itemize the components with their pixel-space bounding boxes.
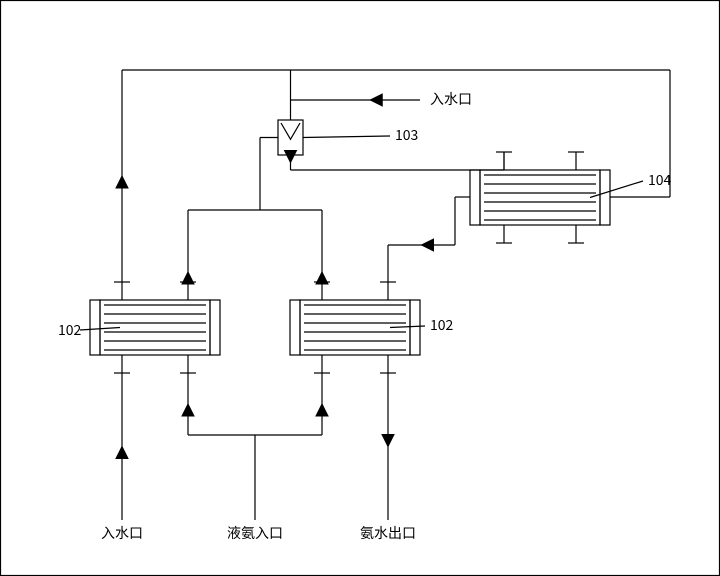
label-ammonia-water-outlet: 氨水出口 <box>360 523 416 543</box>
label-104: 104 <box>648 170 672 190</box>
valve-103 <box>278 120 303 155</box>
label-water-inlet-bottom: 入水口 <box>101 523 143 543</box>
exchanger-104 <box>470 152 610 243</box>
exchanger-102-left <box>90 282 220 373</box>
diagram: 入水口液氨入口氨水出口入水口102102103104 <box>0 0 720 576</box>
label-liquid-ammonia-inlet: 液氨入口 <box>227 523 283 543</box>
label-102-left: 102 <box>58 320 82 340</box>
label-102-right: 102 <box>430 315 454 335</box>
label-103: 103 <box>395 125 418 145</box>
label-water-inlet-top: 入水口 <box>430 89 472 109</box>
